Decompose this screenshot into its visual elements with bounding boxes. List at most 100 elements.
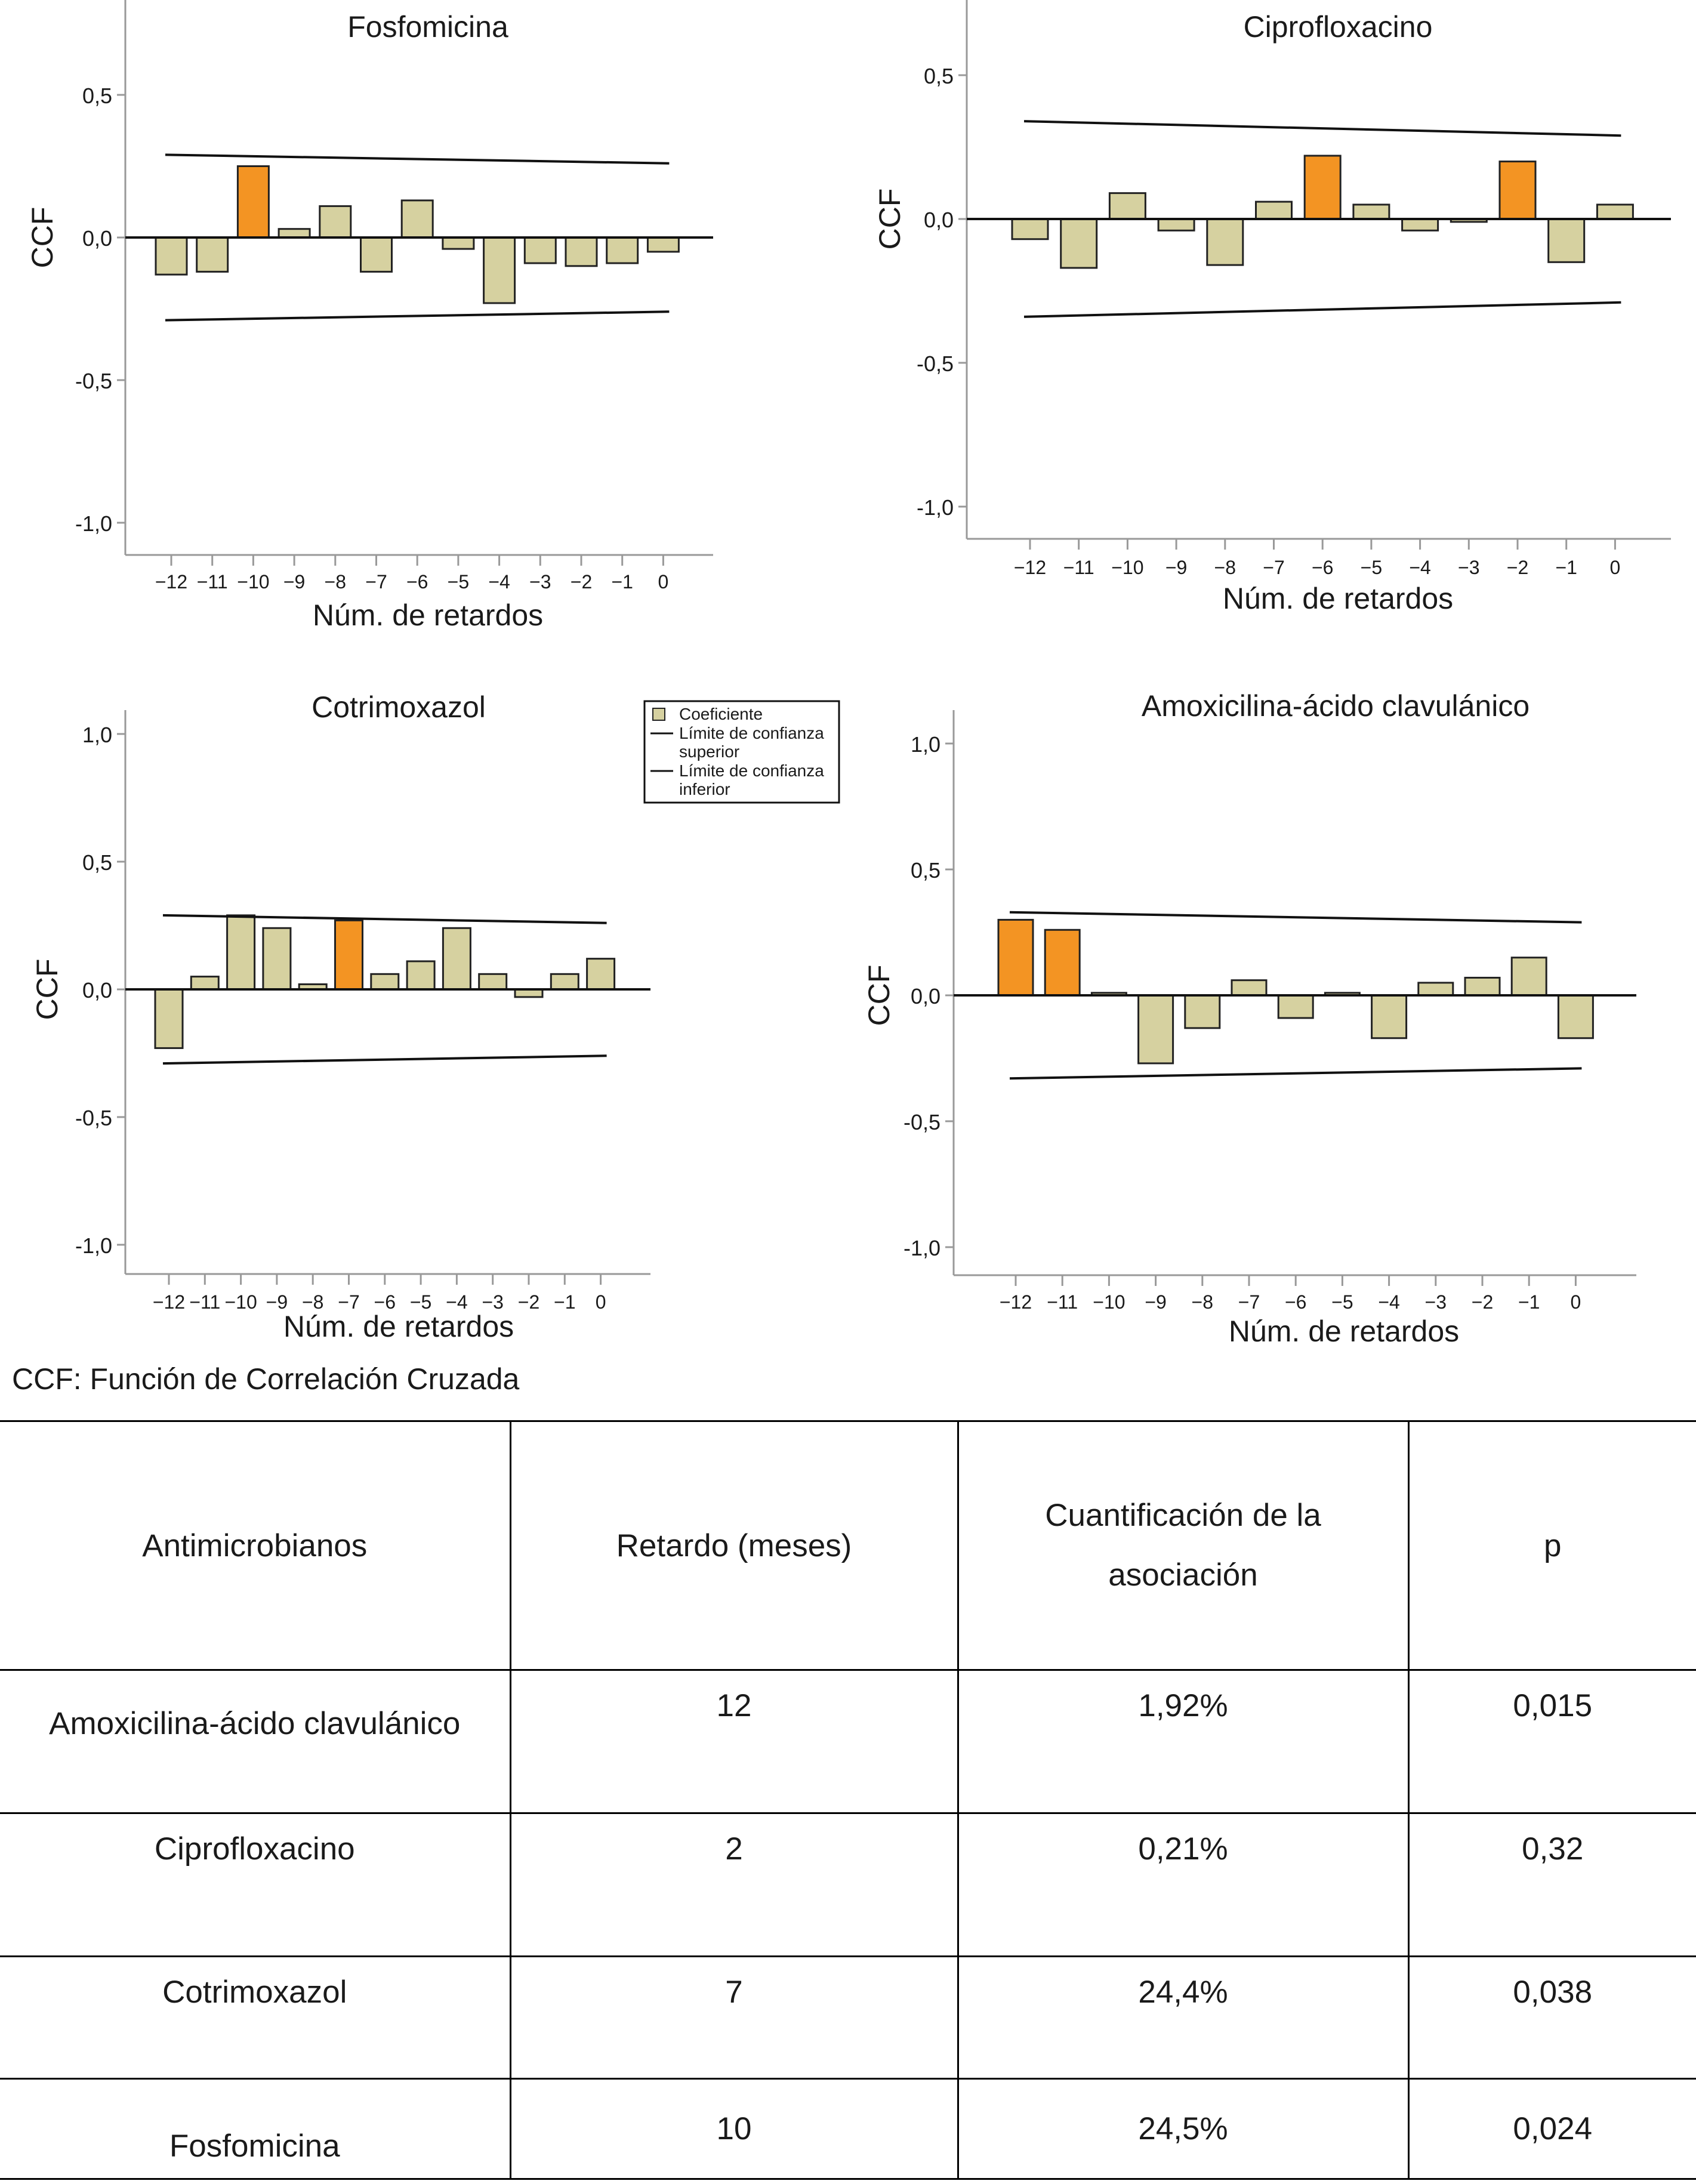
y-tick-label: 0,0 <box>82 226 112 251</box>
y-tick-label: -1,0 <box>917 495 954 520</box>
x-tick-label: −9 <box>1165 557 1187 578</box>
y-axis-label: CCF <box>873 189 906 250</box>
bar-m1 <box>1510 957 1547 997</box>
y-tick-label: -0,5 <box>903 1110 940 1134</box>
cell-retardo: 10 <box>509 2078 959 2180</box>
cell-cuantificacion: 24,4% <box>957 1955 1410 2080</box>
y-tick-label: -0,5 <box>75 369 112 393</box>
x-tick-label: −3 <box>482 1291 503 1313</box>
table-row: Amoxicilina-ácido clavulánico 12 1,92% 0… <box>0 1669 1696 1814</box>
x-tick-label: 0 <box>1610 557 1621 578</box>
x-tick-label: −1 <box>611 571 633 593</box>
x-tick-label: −4 <box>1378 1291 1399 1313</box>
x-tick-label: −8 <box>302 1291 323 1313</box>
lower-confidence-limit <box>165 310 670 322</box>
x-tick-label: −12 <box>153 1291 185 1313</box>
x-tick-label: −4 <box>1409 557 1430 578</box>
bar-m2 <box>1464 976 1501 997</box>
y-axis-label: CCF <box>30 959 64 1020</box>
upper-confidence-limit <box>1009 911 1582 924</box>
bar-m12 <box>155 236 188 276</box>
bar-m5 <box>406 960 436 991</box>
x-tick-label: −11 <box>1047 1291 1078 1313</box>
y-tick-label: 0,0 <box>82 978 112 1002</box>
bar-m6 <box>1303 155 1342 220</box>
bar-m5 <box>442 236 475 250</box>
bar-m6 <box>1277 994 1314 1019</box>
bar-m3 <box>1417 982 1454 997</box>
x-tick-label: −12 <box>1000 1291 1032 1313</box>
bar-m7 <box>334 919 363 991</box>
y-tick-label: -1,0 <box>75 511 112 536</box>
upper-confidence-limit <box>1023 120 1621 137</box>
chart-title: Fosfomicina <box>347 10 508 44</box>
cell-p: 0,015 <box>1407 1669 1696 1814</box>
x-tick-label: −6 <box>1285 1291 1306 1313</box>
header-cuantificacion: Cuantificación de la asociación <box>957 1420 1410 1671</box>
bar-0 <box>1596 203 1634 220</box>
bar-m5 <box>1352 203 1390 220</box>
upper-confidence-limit <box>165 153 670 165</box>
results-table: Antimicrobianos Retardo (meses) Cuantifi… <box>0 1420 1696 2180</box>
legend-label: Límite de confianza <box>679 761 824 780</box>
bar-m11 <box>196 236 229 273</box>
cell-cuantificacion: 24,5% <box>957 2078 1410 2180</box>
x-tick-label: −7 <box>365 571 387 593</box>
x-axis-label: Núm. de retardos <box>1223 582 1453 615</box>
x-tick-label: −2 <box>518 1291 539 1313</box>
x-tick-label: −12 <box>1014 557 1046 578</box>
cell-p: 0,024 <box>1407 2078 1696 2180</box>
x-tick-label: −6 <box>406 571 428 593</box>
header-retardo: Retardo (meses) <box>509 1420 959 1671</box>
y-axis-label: CCF <box>26 207 59 269</box>
bar-m10 <box>1108 192 1146 220</box>
bar-m8 <box>1206 218 1244 266</box>
lower-confidence-limit <box>1023 301 1621 318</box>
y-tick-label: 0,5 <box>82 850 112 875</box>
cell-antimicrobiano: Fosfomicina <box>0 2078 511 2180</box>
y-tick-label: 1,0 <box>82 723 112 747</box>
x-tick-label: −9 <box>266 1291 288 1313</box>
legend-label: Límite de confianza <box>679 724 824 742</box>
x-tick-label: −7 <box>1238 1291 1260 1313</box>
x-tick-label: −8 <box>325 571 346 593</box>
x-tick-label: 0 <box>596 1291 606 1313</box>
y-tick-label: 0,0 <box>924 208 954 232</box>
bar-m4 <box>442 927 471 991</box>
x-tick-label: −7 <box>338 1291 359 1313</box>
y-tick-label: -0,5 <box>75 1106 112 1130</box>
x-tick-label: −11 <box>189 1291 220 1313</box>
x-axis-label: Núm. de retardos <box>283 1310 514 1343</box>
header-p: p <box>1407 1420 1696 1671</box>
bar-m6 <box>370 973 400 991</box>
cell-cuantificacion: 1,92% <box>957 1669 1410 1814</box>
bar-m9 <box>262 927 292 991</box>
legend-label: inferior <box>679 780 730 798</box>
chart-title: Cotrimoxazol <box>312 690 486 724</box>
bar-m7 <box>1231 979 1268 997</box>
x-tick-label: 0 <box>1571 1291 1581 1313</box>
x-axis-label: Núm. de retardos <box>313 599 543 632</box>
x-tick-label: −8 <box>1214 557 1236 578</box>
x-tick-label: −3 <box>529 571 551 593</box>
x-axis-label: Núm. de retardos <box>1229 1315 1459 1348</box>
bar-0 <box>1557 994 1594 1039</box>
bar-m6 <box>400 199 434 239</box>
header-cuantificacion-line1: Cuantificación de la <box>1045 1498 1321 1533</box>
bar-m7 <box>360 236 393 273</box>
y-tick-label: 0,5 <box>924 64 954 88</box>
chart-title: Amoxicilina-ácido clavulánico <box>1142 689 1530 723</box>
x-tick-label: −2 <box>1507 557 1528 578</box>
bar-m1 <box>1547 218 1586 263</box>
cell-p: 0,038 <box>1407 1955 1696 2080</box>
bar-m3 <box>478 973 508 991</box>
y-tick-label: 0,5 <box>82 84 112 108</box>
bar-m12 <box>154 988 184 1049</box>
bar-m4 <box>1401 218 1439 232</box>
cell-retardo: 12 <box>509 1669 959 1814</box>
x-tick-label: −11 <box>197 571 228 593</box>
x-tick-label: −6 <box>374 1291 396 1313</box>
bar-m10 <box>226 914 256 991</box>
bar-m4 <box>1371 994 1408 1039</box>
table-row: Cotrimoxazol 7 24,4% 0,038 <box>0 1955 1696 2080</box>
